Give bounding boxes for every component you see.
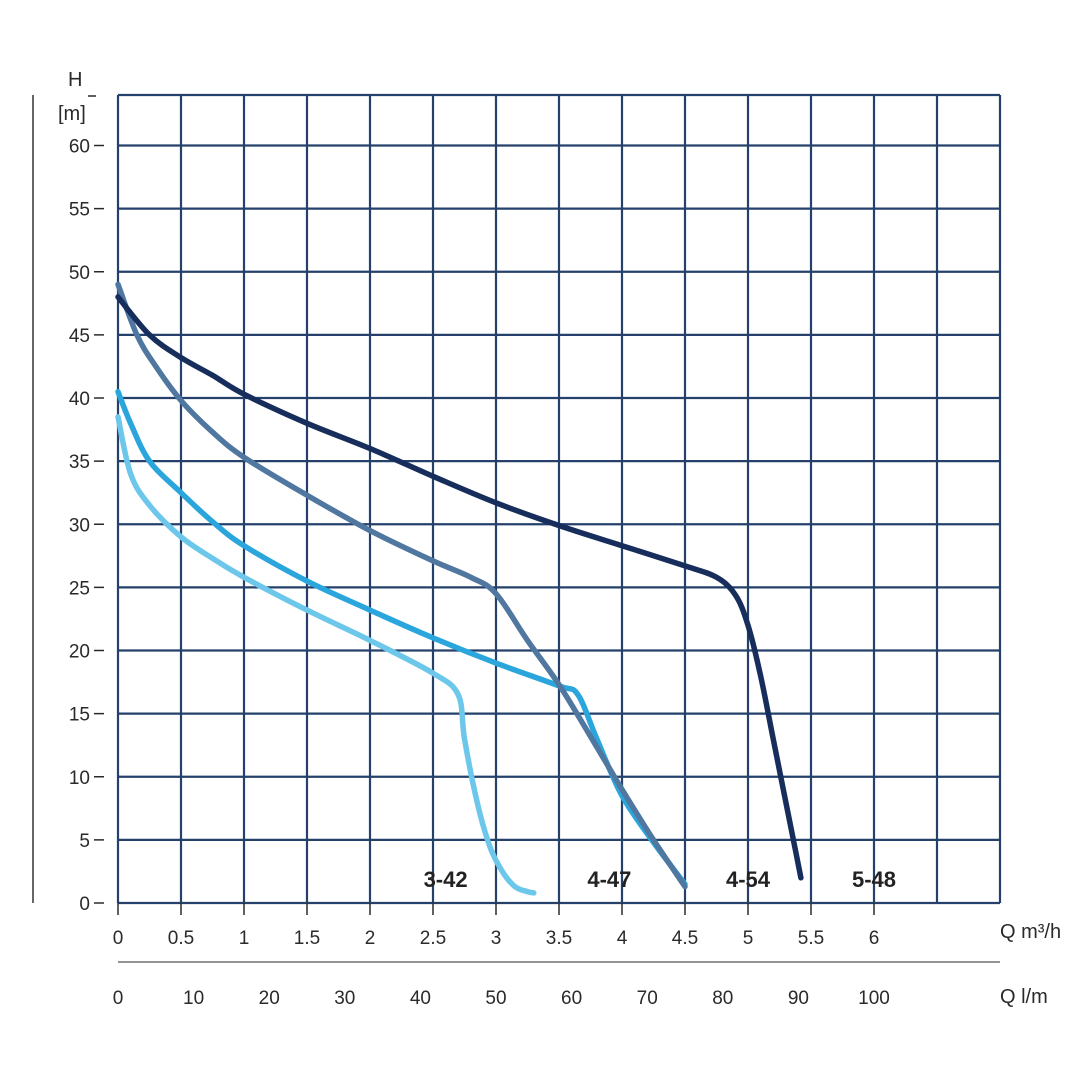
x-tick-label: 3 [491,928,502,949]
x-tick-label: 6 [869,928,880,949]
x-tick-label: 4 [617,928,628,949]
y-tick-label: 25 [69,578,90,599]
x-tick-label: 0.5 [168,928,194,949]
y-tick-label: 35 [69,452,90,473]
y-tick-label: 0 [79,894,90,915]
x-tick-label: 1 [239,928,250,949]
x2-tick-label: 60 [561,988,582,1009]
y-tick-label: 10 [69,768,90,789]
y-tick-label: 60 [69,137,90,158]
x-tick-label: 2.5 [420,928,446,949]
curve-3-42 [115,414,537,896]
y-tick-label: 20 [69,642,90,663]
y-tick-label: 15 [69,705,90,726]
y-tick-label: 55 [69,200,90,221]
x-tick-label: 0 [113,928,124,949]
series-labels: 3-42 4-47 4-54 5-48 [424,867,896,892]
x-tick-label: 3.5 [546,928,572,949]
grid [116,93,1002,905]
x2-tick-label: 70 [637,988,658,1009]
curve-4-54 [115,281,688,890]
x2-tick-label: 90 [788,988,809,1009]
x-tick-label: 5 [743,928,754,949]
series-label-3-42: 3-42 [424,867,468,892]
y-tick-label: 40 [69,389,90,410]
curve-5-48 [115,294,804,881]
x-axis-title-primary: Q m³/h [1000,921,1061,943]
y-tick-label: 30 [69,515,90,536]
series-label-4-47: 4-47 [587,867,631,892]
y-tick-label: 45 [69,326,90,347]
x2-tick-label: 20 [259,988,280,1009]
x2-tick-label: 30 [334,988,355,1009]
x-tick-label: 1.5 [294,928,320,949]
x2-tick-label: 10 [183,988,204,1009]
x2-tick-label: 50 [485,988,506,1009]
x-axis-ticks: 0 0.5 1 1.5 2 2.5 3 3.5 4 4.5 5 5.5 60 10 20 30 40 50 60 70… [113,903,890,1009]
y-axis-unit: [m] [58,103,86,125]
y-tick-label: 50 [69,263,90,284]
x-tick-label: 2 [365,928,376,949]
x-tick-label: 4.5 [672,928,698,949]
x-tick-label: 5.5 [798,928,824,949]
y-tick-label: 5 [79,831,90,852]
x2-tick-label: 0 [113,988,124,1009]
x2-tick-label: 80 [712,988,733,1009]
curve-4-47 [115,388,688,887]
x2-tick-label: 100 [858,988,890,1009]
x2-tick-label: 40 [410,988,431,1009]
series-label-5-48: 5-48 [852,867,896,892]
x-axis-title-secondary: Q l/m [1000,986,1048,1008]
pump-curves [115,281,804,896]
series-label-4-54: 4-54 [726,867,771,892]
y-axis-title: H [68,69,82,91]
y-axis-ticks: 0 5 10 15 20 25 30 35 40 45 50 55 60 [69,137,104,915]
